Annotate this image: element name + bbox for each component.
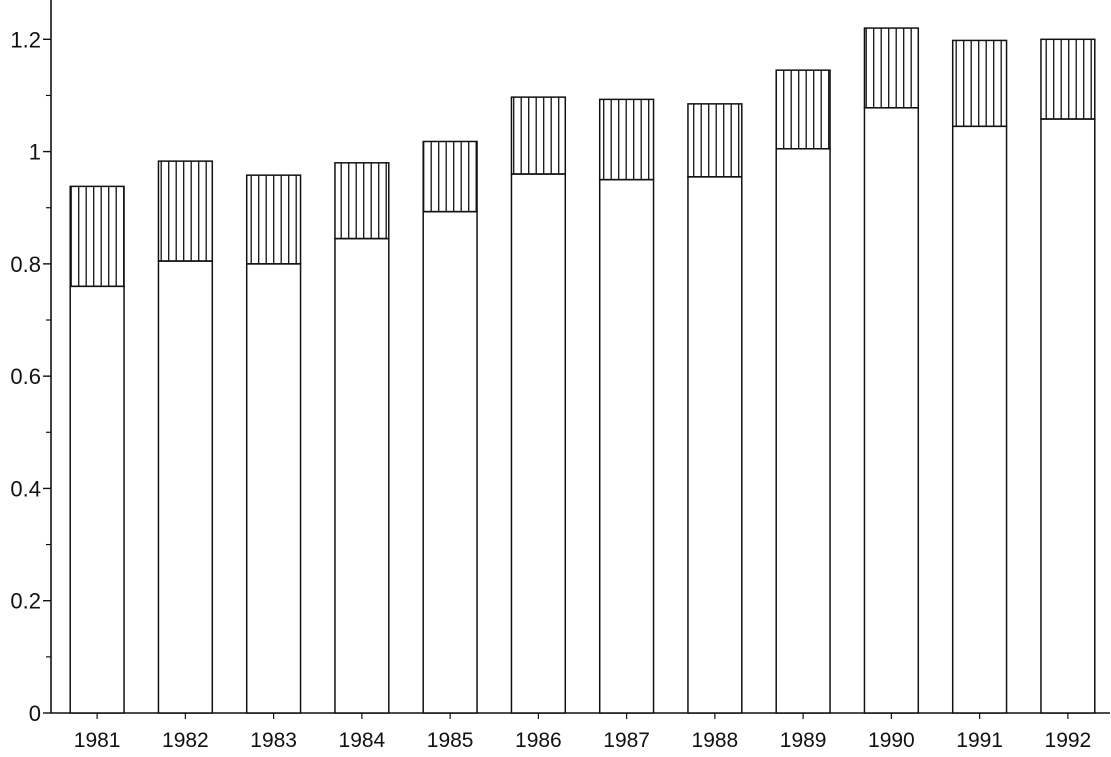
bar-base-segment	[1040, 118, 1096, 714]
bar-base-segment	[598, 178, 655, 714]
x-tick-label: 1984	[339, 729, 386, 752]
bar-base-segment	[951, 125, 1008, 714]
bar-hatched-segment	[69, 185, 125, 288]
x-tick-label: 1981	[74, 729, 121, 752]
x-tick-label: 1985	[427, 729, 474, 752]
bar-hatched-segment	[863, 27, 920, 109]
bar-base-segment	[687, 176, 743, 714]
bar-base-segment	[334, 237, 390, 714]
axes	[43, 0, 1110, 719]
bar-hatched-segment	[157, 160, 214, 262]
x-tick-label: 1983	[250, 729, 297, 752]
bar-base-segment	[422, 210, 478, 714]
y-tick-labels: 0 0.2 0.4 0.6 0.8 1 1.2	[10, 27, 41, 726]
bar-base-segment	[510, 173, 567, 714]
bar-hatched-segment	[775, 69, 831, 150]
y-tick-label: 0.2	[10, 589, 41, 614]
bar-hatched-segment	[334, 162, 390, 240]
x-tick-label: 1982	[162, 729, 209, 752]
bar-base-segment	[245, 263, 302, 714]
bar-hatched-segment	[687, 103, 743, 178]
y-tick-label: 0.8	[10, 252, 41, 277]
bar-hatched-segment	[598, 98, 655, 181]
bar-hatched-segment	[510, 96, 567, 175]
y-tick-label: 0	[29, 701, 41, 726]
bar-base-segment	[863, 107, 920, 714]
bar-base-segment	[157, 260, 214, 714]
y-tick-label: 0.6	[10, 364, 41, 389]
x-tick-label: 1991	[956, 729, 1003, 752]
y-tick-label: 0.4	[10, 476, 41, 501]
x-tick-label: 1988	[692, 729, 739, 752]
x-tick-labels: 1981 1982 1983 1984 1985 1986 1987 1988 1989 1990…	[74, 729, 1091, 752]
bar-base-segment	[775, 148, 831, 714]
bar-base-segment	[69, 285, 125, 714]
x-tick-label: 1992	[1045, 729, 1092, 752]
x-tick-label: 1989	[780, 729, 827, 752]
bar-hatched-segment	[245, 174, 302, 265]
x-tick-label: 1990	[868, 729, 915, 752]
bar-hatched-segment	[951, 39, 1008, 128]
y-tick-label: 1.2	[10, 27, 41, 52]
bar-hatched-segment	[422, 140, 478, 213]
x-tick-label: 1986	[515, 729, 562, 752]
bars	[69, 27, 1096, 714]
x-tick-label: 1987	[603, 729, 650, 752]
bar-hatched-segment	[1040, 38, 1096, 120]
y-tick-label: 1	[29, 140, 41, 165]
